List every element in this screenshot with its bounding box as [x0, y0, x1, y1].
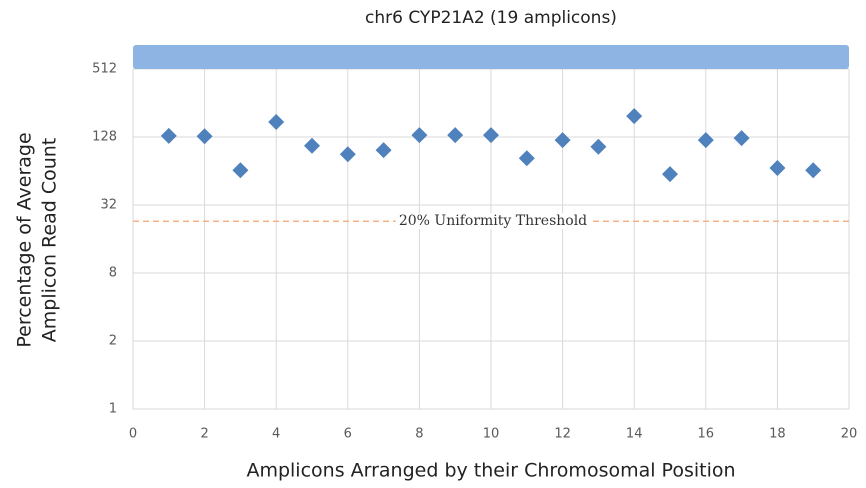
chart-title: chr6 CYP21A2 (19 amplicons) — [365, 8, 617, 28]
x-tick-label: 16 — [698, 427, 715, 442]
y-axis-title: Percentage of Average — [14, 132, 36, 347]
point — [447, 127, 464, 144]
threshold-label-bg — [395, 213, 591, 230]
point — [304, 137, 320, 154]
y-tick-label: 1 — [109, 402, 117, 417]
point — [196, 128, 213, 145]
x-tick-label: 6 — [344, 427, 352, 442]
point — [554, 132, 571, 149]
point — [805, 162, 822, 179]
point — [733, 130, 750, 147]
point — [268, 113, 285, 130]
point — [160, 127, 177, 144]
point — [626, 108, 643, 125]
x-axis-title: Amplicons Arranged by their Chromosomal … — [246, 460, 735, 482]
x-tick-label: 18 — [769, 427, 786, 442]
point — [232, 162, 249, 179]
point — [483, 127, 499, 144]
x-tick-label: 4 — [272, 427, 280, 442]
x-tick-label: 0 — [129, 427, 137, 442]
point — [375, 142, 392, 159]
x-tick-label: 14 — [626, 427, 643, 442]
threshold-label: 20% Uniformity Threshold — [399, 213, 587, 229]
y-axis-title: Amplicon Read Count — [39, 138, 61, 342]
y-tick-label: 2 — [109, 334, 117, 349]
x-tick-label: 20 — [841, 427, 858, 442]
x-tick-label: 10 — [483, 427, 500, 442]
point — [662, 166, 678, 183]
point — [769, 160, 786, 177]
x-tick-label: 12 — [554, 427, 571, 442]
y-tick-label: 128 — [92, 130, 117, 145]
y-tick-label: 512 — [92, 62, 117, 77]
point — [518, 150, 535, 167]
x-tick-label: 8 — [415, 427, 423, 442]
y-tick-label: 8 — [109, 266, 117, 281]
x-tick-label: 2 — [200, 427, 208, 442]
point — [590, 138, 607, 155]
y-tick-label: 32 — [100, 198, 117, 213]
point — [697, 132, 714, 149]
point — [339, 146, 356, 163]
point — [411, 127, 428, 144]
header-band — [133, 45, 849, 69]
